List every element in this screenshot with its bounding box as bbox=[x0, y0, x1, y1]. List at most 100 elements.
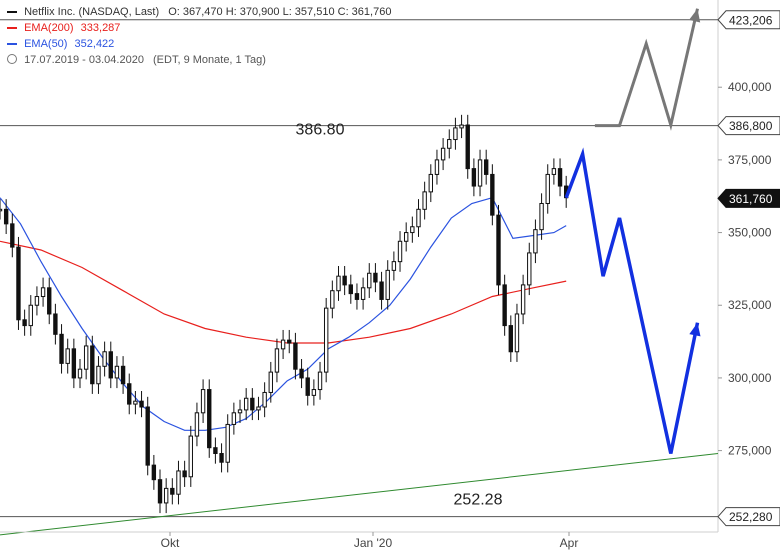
candle-body bbox=[557, 168, 563, 187]
support-trendline bbox=[0, 453, 719, 536]
candle-body bbox=[520, 284, 526, 315]
candle-body bbox=[151, 464, 157, 481]
candle-body bbox=[182, 470, 187, 478]
candle-body bbox=[10, 223, 15, 248]
candle-body bbox=[373, 272, 378, 283]
candle-body bbox=[385, 269, 390, 300]
level-label: 252.28 bbox=[454, 492, 503, 509]
price-tag-label: 361,760 bbox=[729, 192, 773, 206]
candle-body bbox=[170, 487, 175, 495]
candle-body bbox=[287, 339, 292, 344]
ema200-legend-icon bbox=[7, 27, 17, 30]
candle-body bbox=[53, 313, 58, 335]
candle-body bbox=[120, 365, 126, 385]
candle-body bbox=[330, 290, 335, 309]
candle-body bbox=[47, 287, 52, 315]
legend-ema50: EMA(50) 352,422 bbox=[7, 38, 114, 50]
candle-body bbox=[268, 371, 273, 393]
price-tag: 361,760 bbox=[717, 188, 780, 208]
candle-body bbox=[157, 479, 163, 504]
candle-body bbox=[422, 191, 427, 210]
ema200-line bbox=[0, 240, 567, 344]
ema50-value: 352,422 bbox=[74, 38, 115, 50]
ema50-label: EMA(50) bbox=[24, 38, 68, 50]
candle-body bbox=[0, 208, 3, 212]
candle-body bbox=[127, 383, 132, 405]
candle-body bbox=[225, 423, 230, 463]
candle-body bbox=[477, 159, 483, 187]
candle-body bbox=[256, 406, 261, 411]
price-tag-box bbox=[717, 10, 780, 30]
candle-body bbox=[219, 453, 224, 463]
price-tag: 423,206 bbox=[717, 10, 780, 30]
candle-body bbox=[508, 325, 513, 353]
candle-body bbox=[391, 261, 397, 271]
candle-body bbox=[65, 348, 70, 364]
candle-body bbox=[145, 406, 150, 466]
candle-body bbox=[139, 400, 144, 408]
candle-body bbox=[545, 173, 550, 204]
candle-body bbox=[342, 275, 347, 286]
candle-body bbox=[551, 168, 557, 175]
ema50-line bbox=[0, 196, 567, 431]
candle-body bbox=[323, 307, 329, 373]
candle-body bbox=[237, 409, 243, 414]
price-tag-box bbox=[717, 188, 780, 208]
candle-body bbox=[453, 127, 458, 141]
candle-body bbox=[471, 168, 477, 187]
candle-body bbox=[280, 339, 286, 350]
candle-body bbox=[434, 159, 440, 175]
price-tag-label: 386,800 bbox=[729, 119, 773, 133]
horizontal-levels: 386.80 252.28 bbox=[0, 19, 718, 518]
ohlc-values: O: 367,470 H: 370,900 L: 357,510 C: 361,… bbox=[168, 6, 392, 18]
ema200-layer bbox=[0, 240, 567, 344]
price-tag: 386,800 bbox=[717, 116, 780, 136]
candle-body bbox=[336, 275, 341, 292]
candle-body bbox=[108, 351, 113, 379]
candle-body bbox=[16, 246, 21, 321]
candle-body bbox=[305, 377, 310, 396]
price-tag-label: 423,206 bbox=[729, 13, 773, 27]
legend-ema200: EMA(200) 333,287 bbox=[7, 22, 120, 34]
candle-body bbox=[133, 400, 138, 405]
candle-body bbox=[77, 368, 83, 379]
projection-down-path bbox=[564, 147, 700, 454]
candle-body bbox=[403, 232, 409, 242]
candle-body bbox=[250, 397, 255, 411]
candle-body bbox=[483, 159, 489, 175]
price-tag-box bbox=[717, 507, 780, 527]
candle-body bbox=[440, 147, 446, 161]
clock-icon bbox=[7, 54, 17, 65]
candle-body bbox=[102, 351, 107, 367]
candle-body bbox=[354, 293, 360, 300]
x-tick-label: Jan '20 bbox=[354, 536, 393, 550]
ema200-value: 333,287 bbox=[80, 22, 121, 34]
candle-body bbox=[379, 281, 384, 300]
candle-body bbox=[114, 365, 120, 379]
candle-body bbox=[496, 214, 501, 286]
symbol-header: Netflix Inc. (NASDAQ, Last) O: 367,470 H… bbox=[7, 6, 391, 18]
candle-body bbox=[539, 202, 544, 231]
candle-body bbox=[459, 124, 464, 129]
price-tag-box bbox=[717, 116, 780, 136]
candle-body bbox=[490, 173, 495, 216]
candle-body bbox=[502, 284, 507, 327]
time-axis: Okt Jan '20 Apr bbox=[0, 531, 718, 550]
candle-body bbox=[317, 371, 323, 391]
candle-body bbox=[40, 287, 46, 298]
candle-body bbox=[200, 389, 206, 414]
trendline-line bbox=[0, 453, 719, 536]
price-tag: 252,280 bbox=[717, 507, 780, 527]
x-tick-label: Okt bbox=[161, 536, 180, 550]
candle-body bbox=[163, 487, 169, 504]
candle-body bbox=[213, 447, 218, 455]
price-axis: 275,000 300,000 325,000 350,000 375,000 400,0… bbox=[717, 0, 772, 532]
candle-body bbox=[274, 348, 280, 373]
candle-body bbox=[293, 342, 298, 370]
candle-body bbox=[243, 397, 249, 411]
candle-body bbox=[176, 470, 181, 495]
candle-body bbox=[527, 252, 532, 286]
ema50-legend-icon bbox=[7, 43, 17, 46]
candle-body bbox=[447, 139, 452, 149]
